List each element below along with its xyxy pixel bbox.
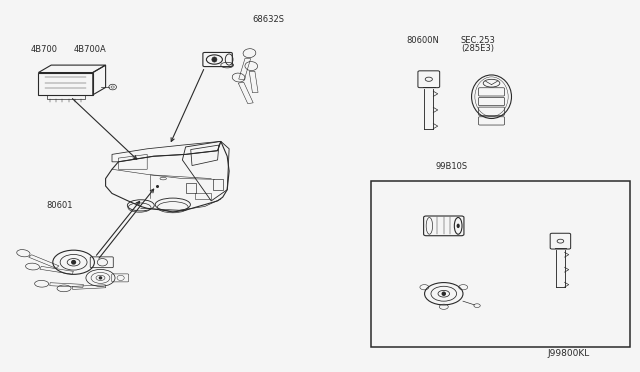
Bar	[47, 95, 84, 99]
Bar	[38, 73, 93, 95]
Text: 68632S: 68632S	[253, 15, 285, 24]
Ellipse shape	[212, 57, 217, 62]
Text: 4B700: 4B700	[31, 45, 58, 54]
Text: SEC.253: SEC.253	[461, 36, 495, 45]
Text: (285E3): (285E3)	[461, 44, 494, 53]
Ellipse shape	[456, 224, 460, 228]
Text: J99800KL: J99800KL	[547, 349, 589, 358]
Text: 99B10S: 99B10S	[435, 162, 467, 171]
Ellipse shape	[71, 260, 76, 265]
Text: 80600N: 80600N	[406, 36, 439, 45]
Ellipse shape	[442, 292, 446, 296]
Ellipse shape	[99, 276, 102, 280]
Text: 4B700A: 4B700A	[74, 45, 106, 54]
Text: 80601: 80601	[46, 201, 72, 210]
Bar	[371, 181, 630, 347]
